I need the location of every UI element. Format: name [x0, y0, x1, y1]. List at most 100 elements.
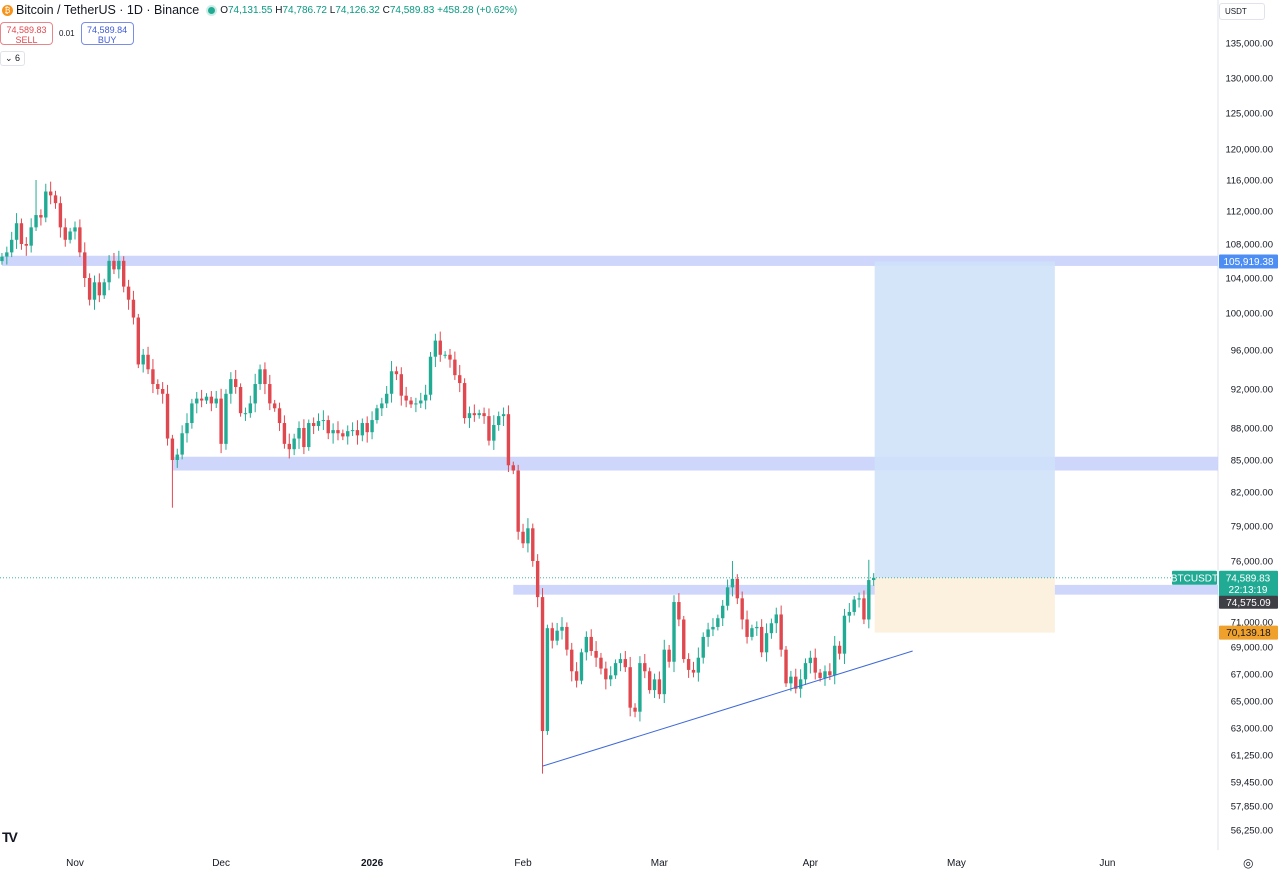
x-tick-label: May	[947, 858, 966, 869]
candle	[112, 252, 116, 275]
candle	[798, 669, 803, 698]
candle	[282, 415, 287, 449]
candle-body	[83, 252, 87, 278]
candle	[39, 209, 43, 226]
candle	[657, 671, 662, 699]
candle	[550, 622, 554, 649]
candle-body	[750, 628, 754, 637]
candle-body	[867, 580, 871, 620]
candle-body	[272, 403, 277, 409]
candle-body	[847, 611, 852, 616]
candle-body	[341, 433, 345, 437]
candle	[740, 591, 744, 630]
settings-icon[interactable]: ◎	[1243, 856, 1254, 870]
candle-body	[204, 396, 209, 401]
candle	[638, 656, 642, 722]
candle	[492, 415, 496, 450]
candle	[92, 275, 97, 310]
candle	[604, 661, 608, 690]
candle	[574, 662, 579, 688]
candle	[292, 433, 296, 456]
candle	[302, 419, 306, 455]
candle	[321, 410, 326, 430]
candle-body	[779, 614, 783, 650]
x-tick-label: Feb	[514, 858, 532, 869]
candle	[126, 279, 131, 310]
y-tick-label: 130,000.00	[1225, 74, 1273, 85]
candle-body	[24, 244, 28, 246]
candle-body	[170, 438, 175, 460]
x-tick-label: Dec	[212, 858, 230, 869]
candle-body	[857, 598, 861, 600]
candle-body	[9, 239, 14, 253]
candle-body	[253, 384, 257, 404]
y-tick-label: 61,250.00	[1231, 751, 1273, 762]
sell-button[interactable]: 74,589.83 SELL	[0, 22, 53, 45]
candle	[253, 373, 257, 413]
ohlc-values: O74,131.55 H74,786.72 L74,126.32 C74,589…	[220, 4, 518, 16]
buy-button[interactable]: 74,589.84 BUY	[80, 22, 134, 45]
candle-body	[540, 597, 545, 732]
candle-body	[535, 561, 540, 598]
candle-body	[141, 354, 145, 365]
candle	[643, 653, 647, 679]
tradingview-logo[interactable]: TV	[2, 829, 18, 845]
candle	[467, 406, 472, 428]
candle-body	[97, 282, 102, 296]
candle-body	[160, 389, 165, 394]
candle	[565, 622, 569, 656]
long-position-target-area	[874, 261, 1055, 578]
candle	[160, 382, 165, 404]
support-resistance-zone	[172, 456, 1218, 471]
candle	[482, 407, 486, 424]
candle	[691, 661, 696, 678]
candle	[833, 635, 837, 685]
candle-body	[428, 356, 433, 395]
candle-body	[789, 676, 793, 684]
candle-body	[414, 403, 418, 405]
candle-body	[126, 286, 131, 300]
candle	[122, 256, 126, 293]
candle-body	[165, 393, 170, 439]
candle	[380, 397, 384, 417]
target-price-tag-bg	[1219, 254, 1278, 269]
indicators-toggle[interactable]: ⌄ 6	[0, 51, 26, 66]
candle-body	[609, 675, 613, 680]
candle-body	[604, 668, 608, 680]
candle	[599, 652, 603, 675]
candle	[759, 619, 764, 658]
candle	[409, 397, 413, 408]
symbol-title[interactable]: Bitcoin / TetherUS · 1D · Binance	[16, 3, 200, 17]
candle	[175, 448, 179, 468]
candle-body	[302, 428, 306, 448]
candle	[97, 273, 102, 303]
candle-body	[117, 260, 121, 270]
candle-body	[180, 433, 184, 455]
x-tick-label: Mar	[651, 858, 669, 869]
y-tick-label: 82,000.00	[1231, 488, 1273, 499]
candle	[682, 615, 686, 663]
candle	[78, 219, 82, 258]
candle	[589, 629, 593, 656]
candle-body	[136, 317, 141, 365]
candle	[779, 605, 783, 657]
candle-body	[711, 626, 715, 630]
y-tick-label: 135,000.00	[1225, 39, 1273, 50]
target-price-tag-text: 105,919.38	[1223, 257, 1273, 268]
candle	[764, 623, 769, 662]
candle	[521, 523, 525, 549]
candle-body	[248, 403, 253, 414]
x-tick-label: 2026	[361, 858, 384, 869]
candle-body	[316, 421, 321, 427]
y-tick-label: 108,000.00	[1225, 240, 1273, 251]
candle-body	[336, 430, 340, 434]
candle	[618, 653, 623, 672]
candle	[58, 196, 63, 238]
candle-body	[384, 393, 389, 404]
currency-select[interactable]: USDT	[1219, 3, 1265, 20]
candle	[419, 392, 423, 408]
candle	[560, 617, 564, 640]
y-tick-label: 92,000.00	[1231, 385, 1273, 396]
candle-body	[394, 371, 399, 375]
